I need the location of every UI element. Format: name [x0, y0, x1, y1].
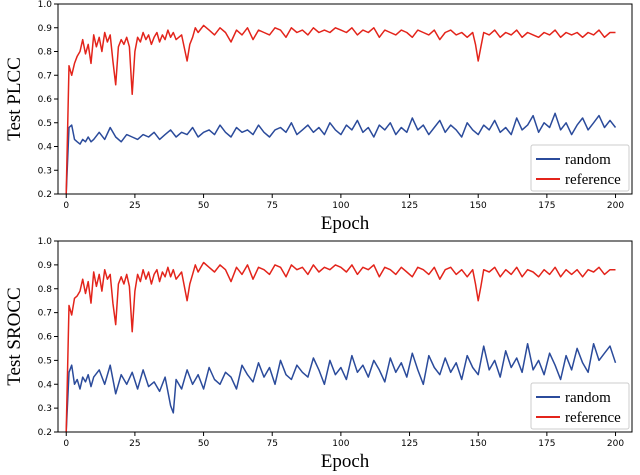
chart1-x-tick-label: 0	[63, 201, 69, 211]
chart1-x-tick-label: 100	[332, 201, 349, 211]
chart2-legend-label-reference: reference	[565, 410, 621, 426]
chart1-series-line-random	[65, 112, 617, 195]
chart2-y-tick-label: 0.9	[38, 261, 53, 271]
chart1-y-tick-label: 0.2	[38, 190, 52, 200]
chart2-y-tick-label: 0.4	[38, 380, 53, 390]
chart2-y-tick-label: 0.6	[38, 333, 53, 343]
chart2-y-tick-label: 0.5	[38, 356, 52, 366]
chart2-x-tick-label: 150	[470, 439, 487, 449]
chart1-y-tick-label: 0.4	[38, 143, 53, 153]
chart1-y-tick-label: 0.8	[38, 48, 53, 58]
chart2-x-tick-label: 25	[129, 439, 140, 449]
chart1-x-tick-label: 75	[266, 201, 277, 211]
chart1-legend-label-reference: reference	[565, 172, 621, 188]
chart2-series-line-random	[65, 342, 617, 433]
chart2-y-tick-label: 1.0	[38, 237, 53, 247]
chart2-x-tick-label: 175	[538, 439, 555, 449]
chart1-x-tick-label: 200	[607, 201, 624, 211]
chart2-series-line-reference	[65, 261, 616, 433]
chart2-x-tick-label: 125	[401, 439, 418, 449]
chart2-y-tick-label: 0.8	[38, 285, 53, 295]
chart2-x-tick-label: 0	[63, 439, 69, 449]
chart1-y-axis-title: Test PLCC	[4, 57, 25, 141]
chart1-y-tick-label: 0.7	[38, 71, 52, 81]
chart1-x-tick-label: 25	[129, 201, 140, 211]
chart1-y-tick-label: 1.0	[38, 0, 53, 10]
chart1-panel: 0 25 50 75 100 125 150 175 200 0.2 0.3 0.4 0.5 0.6 0.7…	[4, 0, 633, 234]
chart2-panel: 0 25 50 75 100 125 150 175 200 0.2 0.3 0.4 0.5 0.6 0.7…	[4, 237, 633, 472]
chart1-x-axis-title: Epoch	[321, 213, 370, 234]
chart2-x-tick-label: 75	[266, 439, 277, 449]
chart2-legend: random reference	[530, 382, 630, 430]
chart1-x-tick-label: 50	[198, 201, 210, 211]
chart1-x-tick-label: 125	[401, 201, 418, 211]
chart1-y-tick-label: 0.3	[38, 166, 52, 176]
chart1-y-tick-label: 0.6	[38, 95, 53, 105]
chart2-x-axis-title: Epoch	[321, 451, 370, 472]
chart2-y-tick-label: 0.3	[38, 404, 52, 414]
chart2-y-axis-title: Test SROCC	[4, 287, 25, 385]
chart2-legend-label-random: random	[565, 390, 611, 406]
chart1-y-tick-label: 0.5	[38, 119, 52, 129]
chart1-x-tick-label: 175	[538, 201, 555, 211]
chart1-legend: random reference	[530, 144, 630, 192]
chart1-y-tick-label: 0.9	[38, 24, 53, 34]
chart2-y-tick-label: 0.7	[38, 309, 52, 319]
chart1-legend-label-random: random	[565, 152, 611, 168]
chart2-x-tick-label: 100	[332, 439, 349, 449]
chart2-x-tick-label: 50	[198, 439, 210, 449]
chart2-y-tick-label: 0.2	[38, 428, 52, 438]
chart1-series-line-reference	[65, 24, 616, 195]
chart2-x-tick-label: 200	[607, 439, 624, 449]
chart1-x-tick-label: 150	[470, 201, 487, 211]
